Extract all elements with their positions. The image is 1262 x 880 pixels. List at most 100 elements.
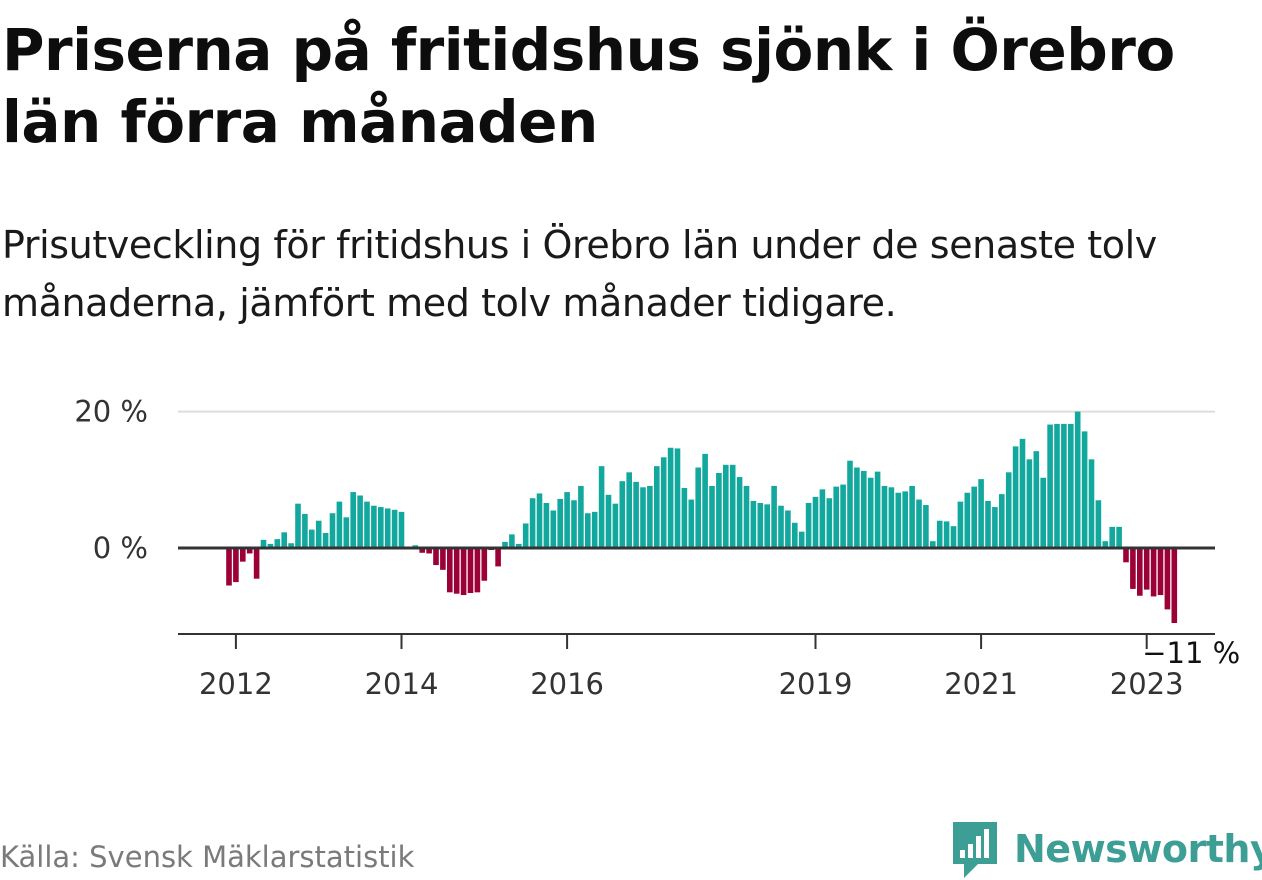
bar — [1061, 423, 1067, 548]
bar — [426, 548, 432, 554]
bar — [350, 492, 356, 548]
bar — [840, 484, 846, 548]
bar — [695, 467, 701, 548]
bar — [729, 464, 736, 548]
bar — [923, 505, 929, 548]
bar — [453, 548, 460, 594]
bar — [612, 503, 619, 548]
bar — [633, 481, 639, 548]
bar — [343, 517, 350, 548]
bar — [867, 477, 874, 548]
bar — [233, 548, 239, 583]
bar — [288, 543, 294, 548]
bar — [329, 513, 336, 548]
bar — [260, 539, 267, 548]
bar-chart-speech-bubble-icon — [953, 822, 997, 878]
bar — [240, 548, 246, 562]
bar — [874, 471, 881, 548]
bar — [267, 543, 274, 548]
bar — [1054, 423, 1060, 548]
bar — [688, 499, 695, 548]
chart-subtitle: Prisutveckling för fritidshus i Örebro l… — [2, 223, 1157, 325]
bar — [1026, 459, 1033, 548]
bars — [226, 411, 1178, 624]
bar — [723, 464, 729, 548]
x-tick-label: 2016 — [530, 667, 604, 701]
bar — [702, 453, 708, 548]
bar — [322, 533, 329, 548]
brand-name: Newsworthy — [1014, 827, 1262, 871]
bar — [619, 481, 626, 548]
bar — [812, 496, 819, 548]
bar — [1171, 548, 1178, 624]
bar — [1074, 411, 1081, 548]
bar — [888, 487, 895, 548]
bar — [585, 513, 591, 548]
bar — [253, 548, 260, 579]
bar — [467, 548, 474, 594]
bar — [1047, 424, 1053, 548]
bar — [674, 448, 681, 548]
chart-title: Priserna på fritidshus sjönk i Örebro lä… — [2, 16, 1175, 156]
bar — [433, 548, 439, 566]
bar-chart: 0 % 20 % 2012 2014 2016 2019 2021 2023 −11 % — [74, 395, 1240, 701]
bar — [1095, 500, 1102, 548]
bar — [647, 485, 653, 548]
bar — [805, 502, 812, 548]
bar — [1137, 548, 1143, 596]
bar — [771, 485, 777, 548]
x-tick-label: 2023 — [1110, 667, 1184, 701]
bar — [302, 513, 308, 548]
bar — [626, 472, 632, 548]
bar — [226, 548, 232, 586]
bar — [246, 548, 253, 554]
bar — [474, 548, 481, 593]
bar — [571, 500, 577, 548]
bar — [936, 520, 943, 548]
bar — [667, 447, 674, 548]
bar — [971, 486, 977, 548]
bar — [447, 548, 453, 593]
bar — [716, 472, 722, 548]
bar — [957, 501, 964, 548]
bar — [778, 505, 784, 548]
bar — [460, 548, 467, 596]
bar — [481, 548, 488, 581]
source-note: Källa: Svensk Mäklarstatistik — [0, 840, 415, 874]
bar — [1005, 472, 1012, 548]
bar — [833, 486, 839, 548]
bar — [1088, 459, 1095, 548]
bar — [930, 541, 936, 548]
bar — [743, 485, 750, 548]
bar — [964, 492, 971, 548]
bar — [881, 485, 888, 548]
x-axis-ticks: 2012 2014 2016 2019 2021 2023 — [199, 634, 1184, 701]
last-value-label: −11 % — [1142, 636, 1240, 670]
bar — [992, 507, 998, 548]
bar — [985, 500, 991, 548]
bar — [419, 548, 425, 553]
bar — [785, 510, 791, 548]
bar — [1157, 548, 1164, 596]
bar — [1116, 526, 1122, 548]
x-tick-label: 2012 — [199, 667, 273, 701]
x-tick-label: 2014 — [365, 667, 439, 701]
bar — [854, 467, 860, 548]
bar — [557, 498, 563, 548]
bar — [398, 511, 405, 548]
bar — [999, 494, 1005, 548]
bar — [543, 502, 550, 548]
bar — [847, 460, 853, 548]
bar — [378, 507, 384, 548]
bar — [764, 504, 770, 548]
bar — [916, 499, 922, 548]
bar — [1109, 526, 1115, 548]
bar — [1019, 438, 1026, 548]
bar — [522, 523, 529, 548]
bar — [895, 492, 902, 548]
bar — [1068, 423, 1074, 548]
bar — [357, 495, 363, 548]
bar — [605, 494, 612, 548]
bar — [364, 501, 370, 548]
bar — [819, 489, 826, 548]
